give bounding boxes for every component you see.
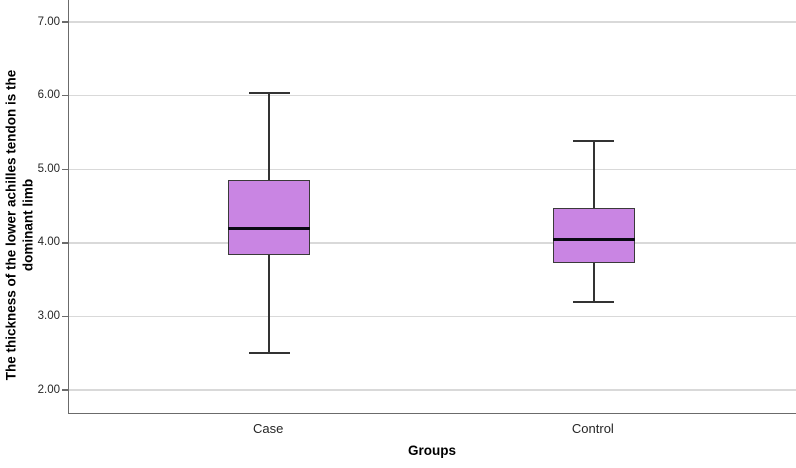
y-tick-label-2.00: 2.00 — [37, 383, 60, 396]
x-tick-label-Control: Control — [571, 421, 614, 436]
gridline-3.00 — [69, 315, 796, 318]
median-line-Case — [228, 226, 311, 230]
y-tick-label-6.00: 6.00 — [37, 89, 60, 102]
y-axis-title: The thickness of the lower achilles tend… — [4, 70, 37, 381]
y-tick-mark-4.00 — [62, 242, 68, 244]
x-axis-title: Groups — [407, 443, 456, 458]
y-tick-mark-6.00 — [62, 94, 68, 97]
gridline-2.00 — [69, 389, 796, 391]
y-tick-label-4.00: 4.00 — [37, 236, 60, 249]
y-axis-title-line-2: dominant limb — [20, 178, 35, 272]
whisker-cap-max-Control — [573, 140, 615, 143]
y-tick-mark-3.00 — [62, 315, 68, 318]
y-tick-label-3.00: 3.00 — [37, 310, 60, 323]
gridline-4.00 — [69, 242, 796, 244]
y-tick-mark-2.00 — [62, 389, 68, 391]
median-line-Control — [552, 238, 635, 242]
plot-area — [68, 0, 796, 414]
x-tick-label-Case: Case — [253, 421, 284, 436]
y-tick-label-7.00: 7.00 — [37, 15, 60, 28]
whisker-cap-min-Control — [573, 300, 615, 303]
y-axis-title-line-1: The thickness of the lower achilles tend… — [3, 69, 19, 381]
gridline-6.00 — [69, 94, 796, 97]
box-Case — [228, 179, 311, 256]
whisker-cap-max-Case — [248, 92, 290, 95]
whisker-cap-min-Case — [248, 352, 290, 355]
y-tick-mark-7.00 — [62, 21, 68, 23]
gridline-5.00 — [69, 168, 796, 171]
gridline-7.00 — [69, 21, 796, 23]
y-tick-label-5.00: 5.00 — [37, 162, 60, 175]
y-tick-mark-5.00 — [62, 168, 68, 171]
box-Control — [552, 207, 635, 263]
